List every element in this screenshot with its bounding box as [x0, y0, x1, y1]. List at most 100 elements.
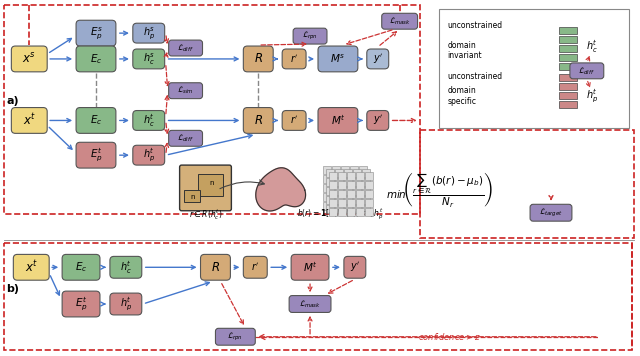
FancyBboxPatch shape — [381, 13, 417, 29]
FancyBboxPatch shape — [359, 175, 367, 183]
FancyBboxPatch shape — [356, 172, 364, 180]
FancyBboxPatch shape — [184, 190, 200, 202]
FancyBboxPatch shape — [350, 202, 358, 210]
FancyBboxPatch shape — [335, 178, 343, 186]
FancyBboxPatch shape — [323, 202, 331, 210]
FancyBboxPatch shape — [332, 166, 340, 174]
FancyBboxPatch shape — [289, 295, 331, 313]
Text: $M^t$: $M^t$ — [303, 260, 317, 274]
FancyBboxPatch shape — [356, 181, 364, 189]
FancyBboxPatch shape — [291, 255, 329, 280]
FancyBboxPatch shape — [559, 83, 577, 90]
Text: $r \in R(h_c^t)$: $r \in R(h_c^t)$ — [189, 207, 222, 222]
FancyBboxPatch shape — [180, 165, 232, 211]
Text: $\mathcal{L}_{rpn}$: $\mathcal{L}_{rpn}$ — [302, 30, 318, 42]
FancyBboxPatch shape — [362, 205, 370, 213]
Polygon shape — [256, 168, 305, 211]
Text: specific: specific — [447, 97, 476, 106]
FancyBboxPatch shape — [335, 187, 343, 195]
FancyBboxPatch shape — [243, 256, 268, 278]
FancyBboxPatch shape — [323, 184, 331, 192]
Text: b): b) — [6, 284, 19, 294]
Text: $E_p^s$: $E_p^s$ — [90, 25, 102, 41]
Text: $E_c$: $E_c$ — [90, 52, 102, 66]
Text: $h_c^t$: $h_c^t$ — [120, 259, 132, 276]
Text: $y'$: $y'$ — [372, 114, 383, 127]
FancyBboxPatch shape — [365, 190, 372, 198]
FancyBboxPatch shape — [326, 178, 334, 186]
FancyBboxPatch shape — [62, 291, 100, 317]
FancyBboxPatch shape — [338, 172, 346, 180]
Text: $y'$: $y'$ — [349, 261, 360, 274]
FancyBboxPatch shape — [332, 175, 340, 183]
FancyBboxPatch shape — [559, 63, 577, 70]
FancyBboxPatch shape — [559, 74, 577, 81]
Text: $h_c^s$: $h_c^s$ — [143, 51, 155, 67]
FancyBboxPatch shape — [282, 110, 306, 130]
FancyBboxPatch shape — [367, 49, 388, 69]
FancyBboxPatch shape — [570, 63, 604, 79]
FancyBboxPatch shape — [350, 175, 358, 183]
Text: $x^s$: $x^s$ — [22, 52, 36, 66]
FancyBboxPatch shape — [362, 187, 370, 195]
Text: $R$: $R$ — [211, 261, 220, 274]
Text: domain: domain — [447, 41, 476, 49]
Text: $confidence > z$: $confidence > z$ — [418, 331, 481, 342]
Text: unconstrained: unconstrained — [447, 21, 502, 30]
FancyBboxPatch shape — [318, 108, 358, 134]
FancyBboxPatch shape — [110, 293, 142, 315]
FancyBboxPatch shape — [338, 181, 346, 189]
FancyBboxPatch shape — [559, 45, 577, 52]
Text: n: n — [190, 194, 195, 200]
FancyBboxPatch shape — [76, 20, 116, 46]
FancyBboxPatch shape — [293, 28, 327, 44]
Text: $\mathcal{L}_{diff}$: $\mathcal{L}_{diff}$ — [177, 132, 194, 144]
FancyBboxPatch shape — [367, 110, 388, 130]
FancyBboxPatch shape — [530, 204, 572, 221]
FancyBboxPatch shape — [133, 145, 164, 165]
Text: $E_c$: $E_c$ — [90, 114, 102, 127]
FancyBboxPatch shape — [365, 181, 372, 189]
Text: $h_c^t$: $h_c^t$ — [143, 112, 155, 129]
FancyBboxPatch shape — [344, 187, 352, 195]
FancyBboxPatch shape — [13, 255, 49, 280]
FancyBboxPatch shape — [332, 202, 340, 210]
Text: $x^t$: $x^t$ — [22, 112, 36, 128]
FancyBboxPatch shape — [326, 187, 334, 195]
FancyBboxPatch shape — [243, 108, 273, 134]
Text: $h_p^t$: $h_p^t$ — [120, 295, 132, 313]
Text: $\mathcal{L}_{rpn}$: $\mathcal{L}_{rpn}$ — [227, 331, 243, 343]
FancyBboxPatch shape — [338, 199, 346, 207]
FancyBboxPatch shape — [559, 36, 577, 43]
FancyBboxPatch shape — [344, 169, 352, 177]
Text: $R$: $R$ — [253, 114, 263, 127]
FancyBboxPatch shape — [338, 190, 346, 198]
FancyBboxPatch shape — [62, 255, 100, 280]
Text: $h_c^t$: $h_c^t$ — [586, 39, 598, 56]
FancyBboxPatch shape — [341, 202, 349, 210]
FancyBboxPatch shape — [332, 184, 340, 192]
FancyBboxPatch shape — [356, 199, 364, 207]
FancyBboxPatch shape — [329, 190, 337, 198]
FancyBboxPatch shape — [344, 256, 366, 278]
Text: $min\!\left(\dfrac{\sum_{r\in\mathcal{R}}(b(r)-\mu_b)}{N_r}\right)$: $min\!\left(\dfrac{\sum_{r\in\mathcal{R}… — [386, 171, 493, 209]
FancyBboxPatch shape — [353, 169, 361, 177]
Text: domain: domain — [447, 86, 476, 95]
FancyBboxPatch shape — [323, 166, 331, 174]
FancyBboxPatch shape — [341, 184, 349, 192]
Text: $x^t$: $x^t$ — [24, 260, 38, 275]
Text: $r'$: $r'$ — [290, 53, 298, 65]
Text: $\mathcal{L}_{sim}$: $\mathcal{L}_{sim}$ — [177, 85, 194, 96]
FancyBboxPatch shape — [353, 178, 361, 186]
Text: $h_p^s$: $h_p^s$ — [143, 25, 155, 41]
Text: $h_p^t$: $h_p^t$ — [586, 88, 598, 105]
Text: $\mathcal{L}_{diff}$: $\mathcal{L}_{diff}$ — [177, 42, 194, 54]
Text: $y'$: $y'$ — [372, 52, 383, 66]
FancyBboxPatch shape — [341, 193, 349, 201]
FancyBboxPatch shape — [559, 54, 577, 61]
FancyBboxPatch shape — [329, 172, 337, 180]
FancyBboxPatch shape — [318, 46, 358, 72]
Text: $R$: $R$ — [253, 52, 263, 66]
Text: $E_c$: $E_c$ — [75, 260, 87, 274]
Text: $M^s$: $M^s$ — [330, 53, 346, 65]
